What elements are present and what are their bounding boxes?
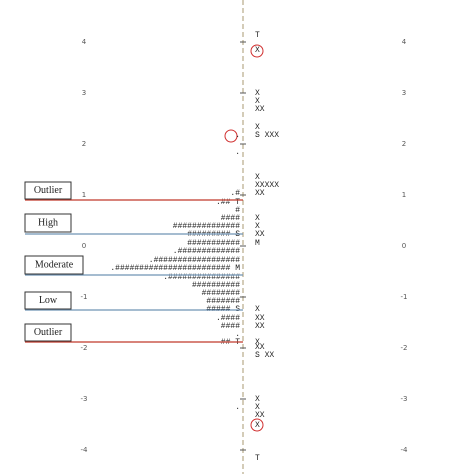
axis-label-right: -4 [401, 446, 409, 454]
item-row: S XX [255, 351, 274, 360]
person-row: ## T [221, 338, 240, 347]
axis-label-left: 1 [82, 191, 86, 199]
person-row: . [235, 131, 240, 140]
axis-label-left: 0 [82, 242, 86, 250]
item-row: T [255, 454, 260, 463]
item-row: M [255, 239, 260, 248]
axis-label-left: -4 [81, 446, 89, 454]
item-row: X [255, 97, 260, 106]
band-box [24, 181, 72, 200]
axis-label-left: -1 [81, 293, 88, 301]
band-label: Outlier [34, 185, 63, 196]
person-row: ############## [173, 222, 240, 231]
person-row: .## T [216, 198, 240, 207]
person-row: .######################## M [110, 264, 240, 273]
band-box [24, 213, 72, 233]
item-row: T [255, 31, 260, 40]
band-label: Outlier [34, 327, 63, 338]
highlight-circle [250, 418, 264, 432]
highlight-circle [224, 129, 238, 143]
item-row: X [255, 338, 260, 347]
axis-label-right: 4 [402, 38, 407, 46]
band-box [24, 323, 72, 342]
axis-label-right: 1 [402, 191, 406, 199]
item-row: X [255, 395, 260, 404]
item-row: XX [255, 230, 265, 239]
item-row: XX [255, 105, 265, 114]
person-row: .############# [173, 247, 240, 256]
axis-label-right: -2 [401, 344, 408, 352]
axis-label-left: 3 [82, 89, 86, 97]
axis-label-right: 0 [402, 242, 406, 250]
axis-label-right: 2 [402, 140, 406, 148]
band-label: Low [39, 295, 58, 306]
person-row: .# [230, 189, 240, 198]
person-row: #### [221, 214, 240, 223]
person-row: .#### [216, 314, 240, 323]
item-row: X [255, 173, 260, 182]
item-row: X [255, 421, 260, 430]
item-row: XX [255, 314, 265, 323]
item-row: X [255, 89, 260, 98]
person-row: ######### S [187, 230, 240, 239]
band-label: Moderate [35, 259, 74, 270]
item-row: XX [255, 189, 265, 198]
item-row: XX [255, 411, 265, 420]
item-row: X [255, 305, 260, 314]
item-row: XXXXX [255, 181, 279, 190]
axis-label-left: 4 [82, 38, 87, 46]
person-row: ########## [192, 281, 240, 290]
axis-label-left: -2 [81, 344, 88, 352]
person-row: . [235, 330, 240, 339]
person-row: ####### [206, 297, 240, 306]
item-row: X [255, 403, 260, 412]
axis-label-left: 2 [82, 140, 86, 148]
person-row: # [235, 206, 240, 215]
highlight-circle [250, 44, 264, 58]
band-box [24, 291, 72, 310]
axis-label-right: 3 [402, 89, 406, 97]
item-row: XX [255, 322, 265, 331]
person-row: . [235, 148, 240, 157]
axis-label-left: -3 [81, 395, 88, 403]
axis-label-right: -1 [401, 293, 408, 301]
item-row: X [255, 214, 260, 223]
band-box [24, 255, 84, 275]
item-row: X [255, 46, 260, 55]
person-row: ########### [187, 239, 240, 248]
item-row: S XXX [255, 131, 279, 140]
band-label: High [38, 217, 58, 228]
item-row: XX [255, 343, 265, 352]
person-row: . [235, 403, 240, 412]
item-row: X [255, 123, 260, 132]
person-row: ######## [202, 289, 241, 298]
axis-label-right: -3 [401, 395, 408, 403]
person-row: #### [221, 322, 240, 331]
item-row: X [255, 222, 260, 231]
person-row: .################## [149, 256, 240, 265]
person-row: .############### [163, 273, 240, 282]
